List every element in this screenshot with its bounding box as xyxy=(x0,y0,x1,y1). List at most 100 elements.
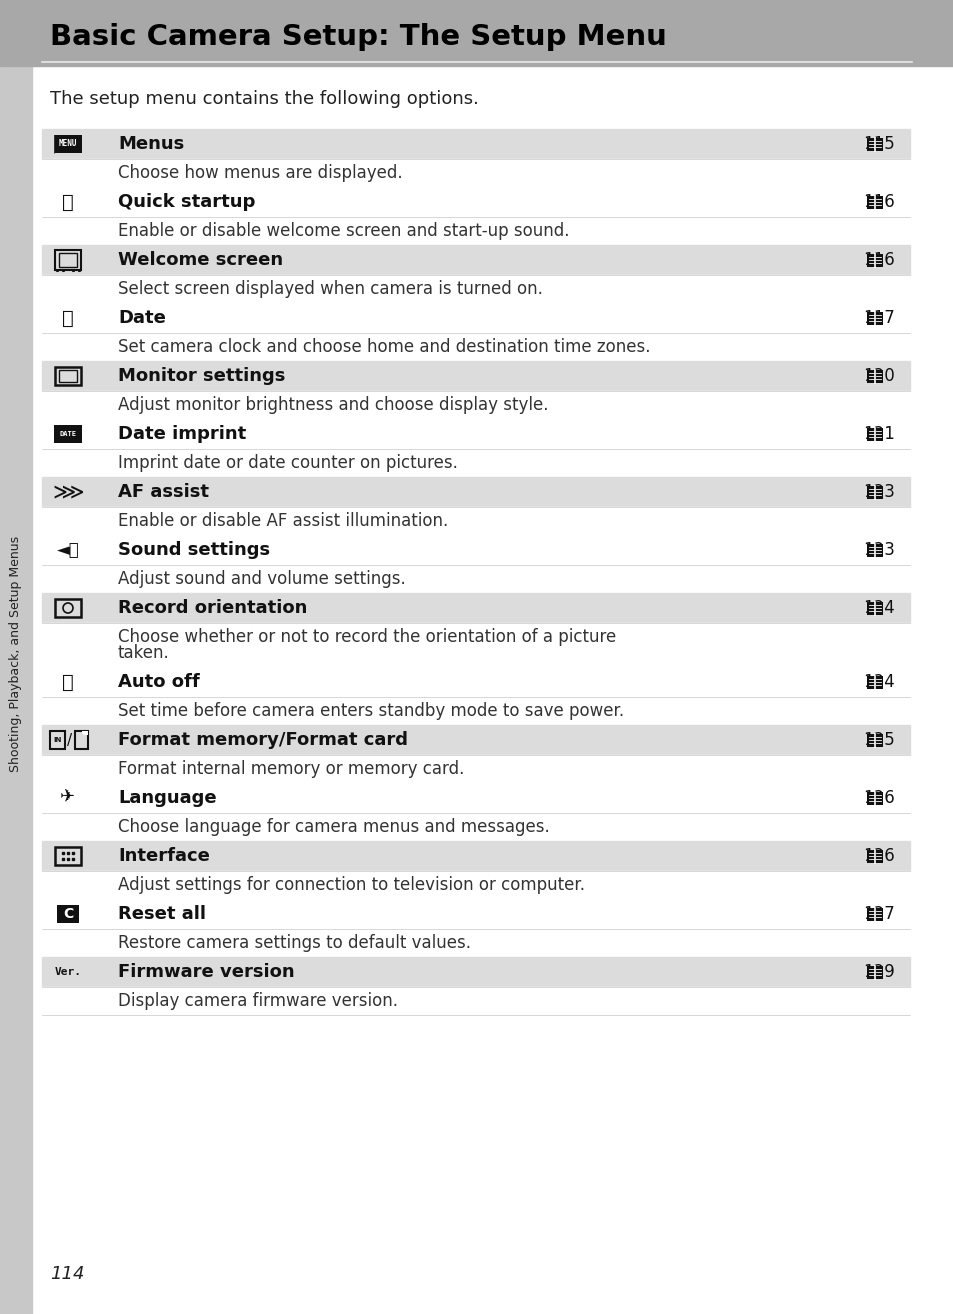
FancyBboxPatch shape xyxy=(54,135,82,152)
Text: The setup menu contains the following options.: The setup menu contains the following op… xyxy=(50,89,478,108)
Text: Date: Date xyxy=(118,309,166,327)
Text: 116: 116 xyxy=(862,193,894,212)
Bar xyxy=(0,0,953,66)
Text: Monitor settings: Monitor settings xyxy=(118,367,285,385)
Text: Imprint date or date counter on pictures.: Imprint date or date counter on pictures… xyxy=(118,455,457,472)
Text: Welcome screen: Welcome screen xyxy=(118,251,283,269)
Bar xyxy=(42,244,909,275)
Bar xyxy=(42,449,909,477)
FancyBboxPatch shape xyxy=(874,254,882,267)
Text: ⏰: ⏰ xyxy=(62,309,73,327)
Bar xyxy=(42,899,909,929)
Text: Adjust monitor brightness and choose display style.: Adjust monitor brightness and choose dis… xyxy=(118,396,548,414)
Text: ⋙: ⋙ xyxy=(52,482,84,502)
Text: Format memory/Format card: Format memory/Format card xyxy=(118,731,408,749)
FancyBboxPatch shape xyxy=(866,908,874,921)
Bar xyxy=(42,477,909,507)
FancyBboxPatch shape xyxy=(866,849,874,862)
Text: IN: IN xyxy=(53,737,62,742)
Text: Restore camera settings to default values.: Restore camera settings to default value… xyxy=(118,934,471,953)
Text: Record orientation: Record orientation xyxy=(118,599,307,618)
Text: 124: 124 xyxy=(862,599,894,618)
Bar xyxy=(42,419,909,449)
Text: 124: 124 xyxy=(862,673,894,691)
Text: Display camera firmware version.: Display camera firmware version. xyxy=(118,992,397,1010)
Bar xyxy=(42,783,909,813)
Text: Date imprint: Date imprint xyxy=(118,424,246,443)
Text: 123: 123 xyxy=(862,484,894,501)
Text: Menus: Menus xyxy=(118,135,184,152)
Text: Choose language for camera menus and messages.: Choose language for camera menus and mes… xyxy=(118,819,549,836)
FancyBboxPatch shape xyxy=(874,485,882,498)
Bar xyxy=(42,392,909,419)
Text: Language: Language xyxy=(118,788,216,807)
Bar xyxy=(42,159,909,187)
Bar xyxy=(42,332,909,361)
FancyBboxPatch shape xyxy=(874,427,882,440)
Text: Quick startup: Quick startup xyxy=(118,193,255,212)
FancyBboxPatch shape xyxy=(874,791,882,804)
Text: 121: 121 xyxy=(862,424,894,443)
Text: ◄⧗: ◄⧗ xyxy=(56,541,79,558)
Text: Shooting, Playback, and Setup Menus: Shooting, Playback, and Setup Menus xyxy=(10,536,23,773)
Text: 120: 120 xyxy=(862,367,894,385)
FancyBboxPatch shape xyxy=(866,966,874,979)
Text: Auto off: Auto off xyxy=(118,673,199,691)
Text: Select screen displayed when camera is turned on.: Select screen displayed when camera is t… xyxy=(118,280,542,298)
FancyBboxPatch shape xyxy=(866,544,874,557)
FancyBboxPatch shape xyxy=(866,254,874,267)
Text: Reset all: Reset all xyxy=(118,905,206,922)
Bar xyxy=(42,535,909,565)
Bar xyxy=(42,593,909,623)
Bar xyxy=(42,725,909,756)
FancyBboxPatch shape xyxy=(866,196,874,209)
FancyBboxPatch shape xyxy=(866,602,874,615)
FancyBboxPatch shape xyxy=(874,849,882,862)
Text: ✈: ✈ xyxy=(60,788,75,807)
Text: AF assist: AF assist xyxy=(118,484,209,501)
Text: DATE: DATE xyxy=(59,431,76,438)
FancyBboxPatch shape xyxy=(54,424,82,443)
Text: 129: 129 xyxy=(862,963,894,982)
Bar xyxy=(42,696,909,725)
Bar xyxy=(42,361,909,392)
Bar xyxy=(42,929,909,957)
Bar xyxy=(42,565,909,593)
FancyBboxPatch shape xyxy=(874,966,882,979)
FancyBboxPatch shape xyxy=(874,544,882,557)
Text: Adjust sound and volume settings.: Adjust sound and volume settings. xyxy=(118,570,405,587)
FancyBboxPatch shape xyxy=(874,311,882,325)
Text: 126: 126 xyxy=(862,848,894,865)
Text: Enable or disable AF assist illumination.: Enable or disable AF assist illumination… xyxy=(118,512,448,530)
Bar xyxy=(42,957,909,987)
FancyBboxPatch shape xyxy=(866,675,874,689)
FancyBboxPatch shape xyxy=(874,138,882,151)
FancyBboxPatch shape xyxy=(874,602,882,615)
Bar xyxy=(42,275,909,304)
FancyBboxPatch shape xyxy=(874,196,882,209)
FancyBboxPatch shape xyxy=(874,908,882,921)
Bar xyxy=(42,813,909,841)
Text: 123: 123 xyxy=(862,541,894,558)
FancyBboxPatch shape xyxy=(866,427,874,440)
Text: Enable or disable welcome screen and start-up sound.: Enable or disable welcome screen and sta… xyxy=(118,222,569,240)
Bar xyxy=(42,304,909,332)
Bar xyxy=(42,871,909,899)
Text: taken.: taken. xyxy=(118,644,170,662)
FancyBboxPatch shape xyxy=(874,369,882,382)
Bar xyxy=(42,841,909,871)
FancyBboxPatch shape xyxy=(866,138,874,151)
Text: ⏻: ⏻ xyxy=(62,192,73,212)
Text: 115: 115 xyxy=(862,135,894,152)
Text: Sound settings: Sound settings xyxy=(118,541,270,558)
Text: Choose whether or not to record the orientation of a picture: Choose whether or not to record the orie… xyxy=(118,628,616,646)
FancyBboxPatch shape xyxy=(866,311,874,325)
Text: Set time before camera enters standby mode to save power.: Set time before camera enters standby mo… xyxy=(118,702,623,720)
FancyBboxPatch shape xyxy=(57,905,79,922)
Text: 117: 117 xyxy=(862,309,894,327)
Text: Format internal memory or memory card.: Format internal memory or memory card. xyxy=(118,759,464,778)
FancyBboxPatch shape xyxy=(866,485,874,498)
Text: Adjust settings for connection to television or computer.: Adjust settings for connection to televi… xyxy=(118,876,584,894)
Bar xyxy=(42,756,909,783)
Text: 114: 114 xyxy=(50,1265,85,1282)
